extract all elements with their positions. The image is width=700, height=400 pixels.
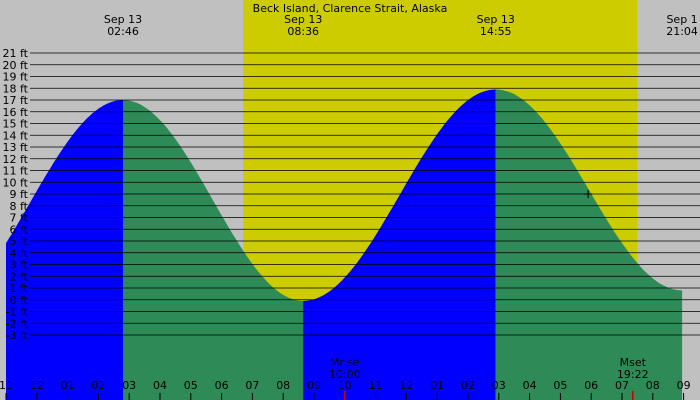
x-tick-label: 11 [0, 379, 13, 392]
y-tick-label: -2 ft [6, 317, 29, 330]
y-tick-label: 17 ft [3, 94, 29, 107]
tide-date-label: Sep 13 [284, 13, 322, 26]
x-tick-label: 08 [646, 379, 660, 392]
tide-time-label: 08:36 [287, 25, 319, 38]
tide-time-label: 14:55 [480, 25, 512, 38]
x-tick-label: 04 [523, 379, 537, 392]
tide-time-label: 21:04 [666, 25, 698, 38]
moon-event-label: Mset [620, 356, 647, 369]
x-tick-label: 12 [30, 379, 44, 392]
label-layer: -3 ft-2 ft-1 ft0 ft1 ft2 ft3 ft4 ft5 ft6… [0, 13, 698, 400]
y-tick-label: 7 ft [10, 212, 29, 225]
x-tick-label: 10 [338, 379, 352, 392]
x-tick-label: 01 [430, 379, 444, 392]
x-tick-label: 11 [369, 379, 383, 392]
tide-time-label: 02:46 [107, 25, 139, 38]
y-tick-label: 11 ft [3, 165, 29, 178]
y-tick-label: 10 ft [3, 176, 29, 189]
x-tick-label: 03 [492, 379, 506, 392]
y-tick-label: 3 ft [10, 259, 29, 272]
y-tick-label: 21 ft [3, 47, 29, 60]
y-tick-label: 5 ft [10, 235, 29, 248]
chart-title: Beck Island, Clarence Strait, Alaska [253, 2, 448, 15]
tide-date-label: Sep 13 [104, 13, 142, 26]
y-tick-label: 1 ft [10, 282, 29, 295]
y-tick-label: 9 ft [10, 188, 29, 201]
y-tick-label: 13 ft [3, 141, 29, 154]
tide-date-label: Sep 1 [666, 13, 697, 26]
y-tick-label: 6 ft [10, 223, 29, 236]
falling-tide-area [495, 89, 683, 400]
y-tick-label: 16 ft [3, 106, 29, 119]
x-tick-label: 05 [553, 379, 567, 392]
grid-layer [30, 52, 700, 336]
moon-event-time: 10:00 [329, 368, 361, 381]
y-tick-label: 12 ft [3, 153, 29, 166]
rising-tide-area [6, 100, 123, 400]
x-tick-label: 06 [215, 379, 229, 392]
x-tick-label: 08 [276, 379, 290, 392]
y-tick-label: -3 ft [6, 329, 29, 342]
y-tick-label: 4 ft [10, 247, 29, 260]
y-tick-label: 14 ft [3, 129, 29, 142]
x-tick-label: 06 [584, 379, 598, 392]
moon-event-time: 19:22 [617, 368, 649, 381]
x-tick-label: 12 [399, 379, 413, 392]
x-tick-label: 02 [461, 379, 475, 392]
moon-event-label: Mrise [330, 356, 360, 369]
y-tick-label: 18 ft [3, 82, 29, 95]
y-tick-label: 8 ft [10, 200, 29, 213]
y-tick-label: 0 ft [10, 294, 29, 307]
falling-tide-area [123, 100, 304, 400]
x-tick-label: 07 [245, 379, 259, 392]
tide-date-label: Sep 13 [477, 13, 515, 26]
tide-area-layer [6, 89, 683, 400]
current-level-marker [584, 190, 593, 198]
y-tick-label: 2 ft [10, 270, 29, 283]
x-tick-label: 09 [307, 379, 321, 392]
x-tick-label: 05 [184, 379, 198, 392]
y-tick-label: 19 ft [3, 71, 29, 84]
rising-tide-area [303, 89, 496, 400]
x-tick-label: 02 [91, 379, 105, 392]
x-tick-label: 04 [153, 379, 167, 392]
y-tick-label: 15 ft [3, 118, 29, 131]
x-tick-label: 09 [677, 379, 691, 392]
y-tick-label: 20 ft [3, 59, 29, 72]
x-tick-label: 03 [122, 379, 136, 392]
x-tick-label: 07 [615, 379, 629, 392]
y-tick-label: -1 ft [6, 306, 29, 319]
x-tick-label: 01 [61, 379, 75, 392]
